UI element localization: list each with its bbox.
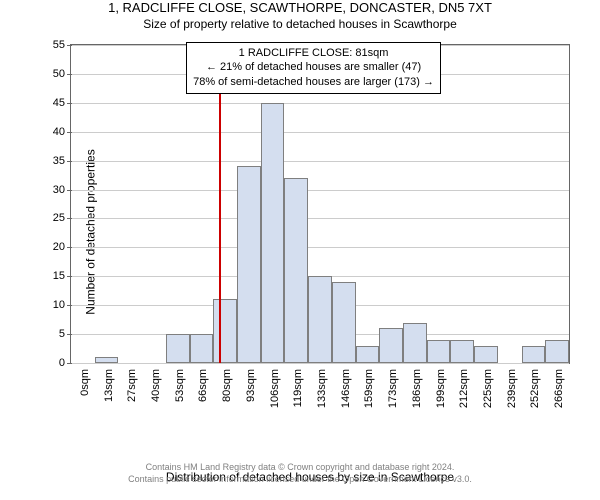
histogram-bar [332,282,356,363]
histogram-bar [237,166,261,363]
x-tick-label: 133sqm [316,363,328,408]
histogram-bar [474,346,498,363]
x-tick-label: 146sqm [340,363,352,408]
x-tick-label: 212sqm [458,363,470,408]
x-tick-label: 225sqm [482,363,494,408]
gridline [71,190,569,191]
y-tick-label: 55 [53,39,71,51]
y-tick-label: 20 [53,241,71,253]
x-tick-label: 106sqm [269,363,281,408]
histogram-bar [545,340,569,363]
histogram-chart: Number of detached properties 1 RADCLIFF… [40,44,580,420]
y-tick-label: 5 [59,328,71,340]
histogram-bar [356,346,380,363]
y-tick-label: 45 [53,97,71,109]
x-tick-label: 252sqm [529,363,541,408]
y-tick-label: 40 [53,126,71,138]
annotation-line1: 1 RADCLIFFE CLOSE: 81sqm [193,46,434,61]
y-tick-label: 10 [53,299,71,311]
histogram-bar [261,103,285,363]
histogram-bar [95,357,119,363]
histogram-bar [308,276,332,363]
x-tick-label: 13sqm [103,363,115,402]
x-tick-label: 239sqm [506,363,518,408]
y-tick-label: 30 [53,184,71,196]
page-title: 1, RADCLIFFE CLOSE, SCAWTHORPE, DONCASTE… [0,0,600,15]
y-tick-label: 50 [53,68,71,80]
footer-line2: Contains public sector information licen… [0,474,600,486]
footer-line1: Contains HM Land Registry data © Crown c… [0,462,600,474]
y-tick-label: 25 [53,212,71,224]
x-tick-label: 173sqm [387,363,399,408]
page-subtitle: Size of property relative to detached ho… [0,17,600,31]
gridline [71,247,569,248]
histogram-bar [379,328,403,363]
histogram-bar [450,340,474,363]
x-tick-label: 27sqm [126,363,138,402]
y-tick-label: 15 [53,270,71,282]
histogram-bar [427,340,451,363]
annotation-box: 1 RADCLIFFE CLOSE: 81sqm ← 21% of detach… [186,42,441,95]
annotation-line3: 78% of semi-detached houses are larger (… [193,75,434,90]
gridline [71,218,569,219]
histogram-bar [190,334,214,363]
plot-area: 1 RADCLIFFE CLOSE: 81sqm ← 21% of detach… [70,44,570,364]
footer-attribution: Contains HM Land Registry data © Crown c… [0,462,600,485]
gridline [71,103,569,104]
gridline [71,161,569,162]
x-tick-label: 40sqm [150,363,162,402]
x-tick-label: 80sqm [221,363,233,402]
x-tick-label: 93sqm [245,363,257,402]
histogram-bar [213,299,237,363]
x-tick-label: 186sqm [411,363,423,408]
x-tick-label: 199sqm [435,363,447,408]
histogram-bar [522,346,546,363]
x-tick-label: 66sqm [197,363,209,402]
histogram-bar [166,334,190,363]
histogram-bar [403,323,427,363]
x-tick-label: 0sqm [79,363,91,396]
gridline [71,132,569,133]
histogram-bar [284,178,308,363]
annotation-line2: ← 21% of detached houses are smaller (47… [193,60,434,75]
y-tick-label: 0 [59,357,71,369]
x-tick-label: 53sqm [174,363,186,402]
y-tick-label: 35 [53,155,71,167]
x-tick-label: 266sqm [553,363,565,408]
x-tick-label: 159sqm [363,363,375,408]
x-tick-label: 119sqm [292,363,304,407]
